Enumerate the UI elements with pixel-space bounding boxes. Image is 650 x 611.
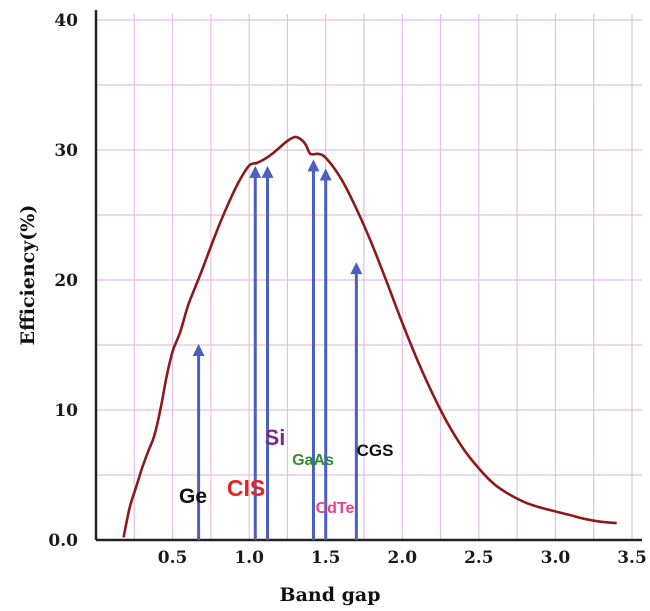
arrow-head bbox=[307, 159, 320, 172]
tick-labels: 0.5 1.0 1.5 2.0 2.5 3.0 3.5 0.0 10 20 30 40 bbox=[48, 11, 646, 568]
y-axis-title: Efficiency(%) bbox=[17, 205, 39, 346]
y-tick-label: 0.0 bbox=[48, 531, 78, 551]
y-tick-label: 20 bbox=[54, 271, 78, 291]
label-gaas: GaAs bbox=[292, 452, 334, 469]
label-cis: CIS bbox=[227, 475, 265, 501]
y-tick-label: 10 bbox=[54, 401, 78, 421]
label-cdte: CdTe bbox=[316, 500, 355, 517]
arrow-cgs bbox=[350, 262, 363, 540]
label-ge: Ge bbox=[179, 485, 207, 508]
label-si: Si bbox=[265, 425, 286, 450]
x-tick-label: 3.0 bbox=[541, 548, 571, 568]
x-tick-label: 3.5 bbox=[617, 548, 647, 568]
axes bbox=[94, 10, 642, 542]
arrow-ge bbox=[192, 344, 205, 540]
arrow-cis bbox=[249, 165, 262, 540]
x-tick-label: 1.0 bbox=[234, 548, 264, 568]
y-tick-label: 40 bbox=[54, 11, 78, 31]
arrow-head bbox=[350, 262, 363, 275]
efficiency-curve bbox=[122, 135, 617, 538]
material-arrows bbox=[192, 159, 363, 540]
efficiency-curve-group bbox=[122, 135, 617, 538]
arrow-head bbox=[192, 344, 205, 356]
arrow-si bbox=[261, 165, 274, 540]
arrow-cdte bbox=[319, 168, 332, 540]
x-tick-label: 1.5 bbox=[311, 548, 341, 568]
y-tick-label: 30 bbox=[54, 141, 78, 161]
x-tick-label: 0.5 bbox=[158, 548, 188, 568]
label-cgs: CGS bbox=[357, 441, 394, 460]
x-tick-label: 2.0 bbox=[387, 548, 417, 568]
x-axis-title: Band gap bbox=[280, 584, 381, 606]
arrow-head bbox=[249, 165, 262, 178]
grid bbox=[96, 14, 642, 540]
arrow-head bbox=[261, 165, 274, 178]
arrow-gaas bbox=[307, 159, 320, 540]
arrow-head bbox=[319, 168, 332, 181]
x-tick-label: 2.5 bbox=[464, 548, 494, 568]
